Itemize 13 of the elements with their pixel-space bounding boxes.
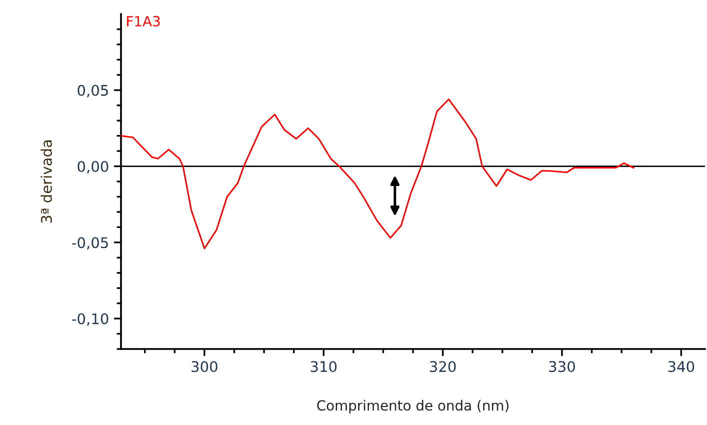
y-axis-title: 3ª derivada [40,140,52,223]
y-tick-label: -0,05 [72,237,108,250]
text: F1A3 [127,16,160,26]
x-tick-label: 310 [310,361,337,372]
x-axis-title: Comprimento de onda (nm) [317,400,508,414]
x-tick-label: 300 [192,361,218,372]
x-tick-label: 330 [549,361,575,372]
y-tick-label: -0,10 [72,313,108,326]
x-tick-label: 340 [668,361,694,372]
x-tick-label: 320 [430,361,456,372]
line-series [121,98,634,250]
y-tick-label: 0,05 [78,84,108,98]
y-tick-label: 0,00 [78,160,108,174]
